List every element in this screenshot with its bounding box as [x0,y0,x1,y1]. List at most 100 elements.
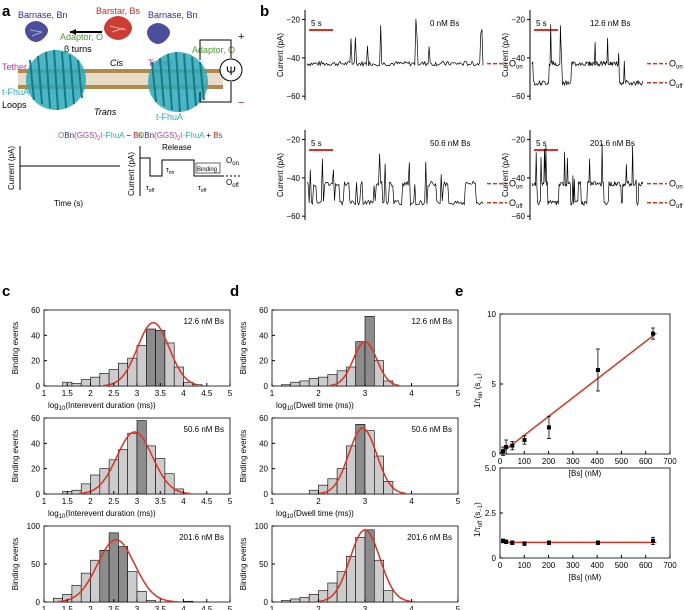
data-point [501,449,506,454]
hist-condition-label: 50.6 nM Bs [184,425,224,434]
current-trace [531,143,644,206]
hist-ylabel: Binding events [239,430,248,482]
current-trace [531,24,644,87]
hist-bar [155,329,166,387]
scale-bar-label: 5 s [311,139,322,148]
level-label: Ooff [669,78,683,90]
cartoon-left-xlabel: Time (s) [54,199,83,208]
barstar-label: Barstar, Bs [96,6,141,16]
hist-bar [146,600,156,603]
cartoon-right-trace [140,157,222,177]
hist-bar [355,537,366,603]
hist-ylabel: Binding events [11,538,20,590]
hist-bar [364,316,375,387]
barnase-right-label: Barnase, Bn [148,10,198,20]
hist-bar [280,384,291,387]
tau-on-label: τon [166,167,175,176]
hist-bar [127,432,138,495]
cartoon-left: OBn(GGS)2t-FhuA − Bs Current (pA) Time (… [7,131,143,208]
rate-xlabel: [Bs] (nM) [569,469,602,478]
hist-ylabel: Binding events [239,322,248,374]
hist-x-tick-label: 1 [42,497,47,506]
hist-bar [118,449,129,495]
gaussian-fit-curve [103,321,198,387]
panel-label-a: a [2,3,11,20]
gaussian-fit-curve [329,340,400,387]
hist-bar [383,590,394,603]
linear-fit-line [500,332,657,454]
scale-bar-label: 5 s [536,19,547,28]
hist-x-tick-label: 2 [316,389,321,398]
data-point [595,368,600,372]
trace-y-tick-label: −20 [511,16,525,25]
hist-y-tick-label: 100 [27,522,41,531]
hist-bar [318,376,329,387]
hist-y-tick-label: 50 [31,560,40,569]
trace-y-tick-label: −40 [511,174,525,183]
data-point [522,541,527,546]
hist-y-tick-label: 0 [36,382,41,391]
hist-y-tick-label: 0 [264,598,269,607]
hist-x-tick-label: 3 [363,497,368,506]
hist-x-tick-label: 1 [270,389,275,398]
hist-x-tick-label: 2.5 [108,389,120,398]
adaptor-left-label: Adaptor, O [60,32,103,42]
panel-label-e: e [455,283,463,300]
trace-panel-1: −20 −40 −60 Current (pA) 5 s 12.6 nM Bs Oon Oof… [501,10,683,101]
hist-bar [346,445,356,495]
hist-x-tick-label: 1 [42,605,47,610]
minus-sign: − [238,97,244,109]
rate-x-tick-label: 200 [542,561,556,570]
hist-xlabel: log10(Interevent duration (ms)) [48,401,156,412]
hist-x-tick-label: 3 [135,605,140,610]
hist-bar [90,559,101,603]
hist-y-tick-label: 0 [36,598,41,607]
hist-condition-label: 201.6 nM Bs [179,533,224,542]
hist-bar [308,378,319,387]
rate-y-tick-label: 0 [492,450,497,459]
level-label: Oon [509,59,523,71]
rate-y-tick-label: 5.0 [485,464,497,473]
rate-y-tick-label: 10 [487,310,496,319]
rate-x-tick-label: 700 [663,561,677,570]
release-label: Release [162,143,192,152]
barnase-left-label: Barnase, Bn [18,10,68,20]
rate-x-tick-label: 0 [498,561,503,570]
hist-ylabel: Binding events [11,322,20,374]
cis-label: Cis [110,58,123,68]
dwell-panel-0: 0 20 40 60 1 2 3 4 5 12.6 nM Bs Binding events [239,306,461,398]
trace-panel-2: −20 −40 −60 Current (pA) 5 s 50.6 nM Bs Oon Oof… [276,130,523,221]
level-label: Oon [669,179,683,191]
hist-x-tick-label: 2 [88,389,93,398]
hist-bar [136,345,147,387]
scale-bar-label: 5 s [311,19,322,28]
trace-ylabel: Current (pA) [276,33,285,77]
cartoon-left-ylabel: Current (pA) [7,146,16,190]
trace-y-tick-label: −20 [286,16,300,25]
trace-y-tick-label: −40 [511,54,525,63]
gaussian-fit-curve [57,538,179,603]
hist-y-tick-label: 60 [259,414,268,423]
hist-bar [146,328,156,387]
hist-bar [299,597,310,603]
hist-x-tick-label: 1 [270,497,275,506]
hist-ylabel: Binding events [11,430,20,482]
hist-x-tick-label: 1.5 [62,389,74,398]
rate-x-tick-label: 700 [663,457,677,466]
hist-bar [336,370,347,387]
hist-x-tick-label: 4 [181,605,186,610]
hist-x-tick-label: 4 [409,605,414,610]
data-point [501,538,506,543]
hist-y-tick-label: 60 [259,306,268,315]
data-point [504,445,509,449]
trace-condition-label: 50.6 nM Bs [430,139,470,148]
dwell-panel-2: 0 50 100 1 2 3 4 5 201.6 nM Bs Binding events [239,522,461,610]
panel-label-c: c [2,283,10,300]
rate-x-tick-label: 500 [615,561,629,570]
hist-bar [183,600,194,603]
data-point [510,443,515,448]
cartoon-o-off: Ooff [226,178,239,189]
trace-y-tick-label: −60 [286,92,300,101]
hist-x-tick-label: 3.5 [155,389,167,398]
schematic: Barnase, Bn Barstar, Bs Barnase, Bn Adap… [2,6,244,122]
